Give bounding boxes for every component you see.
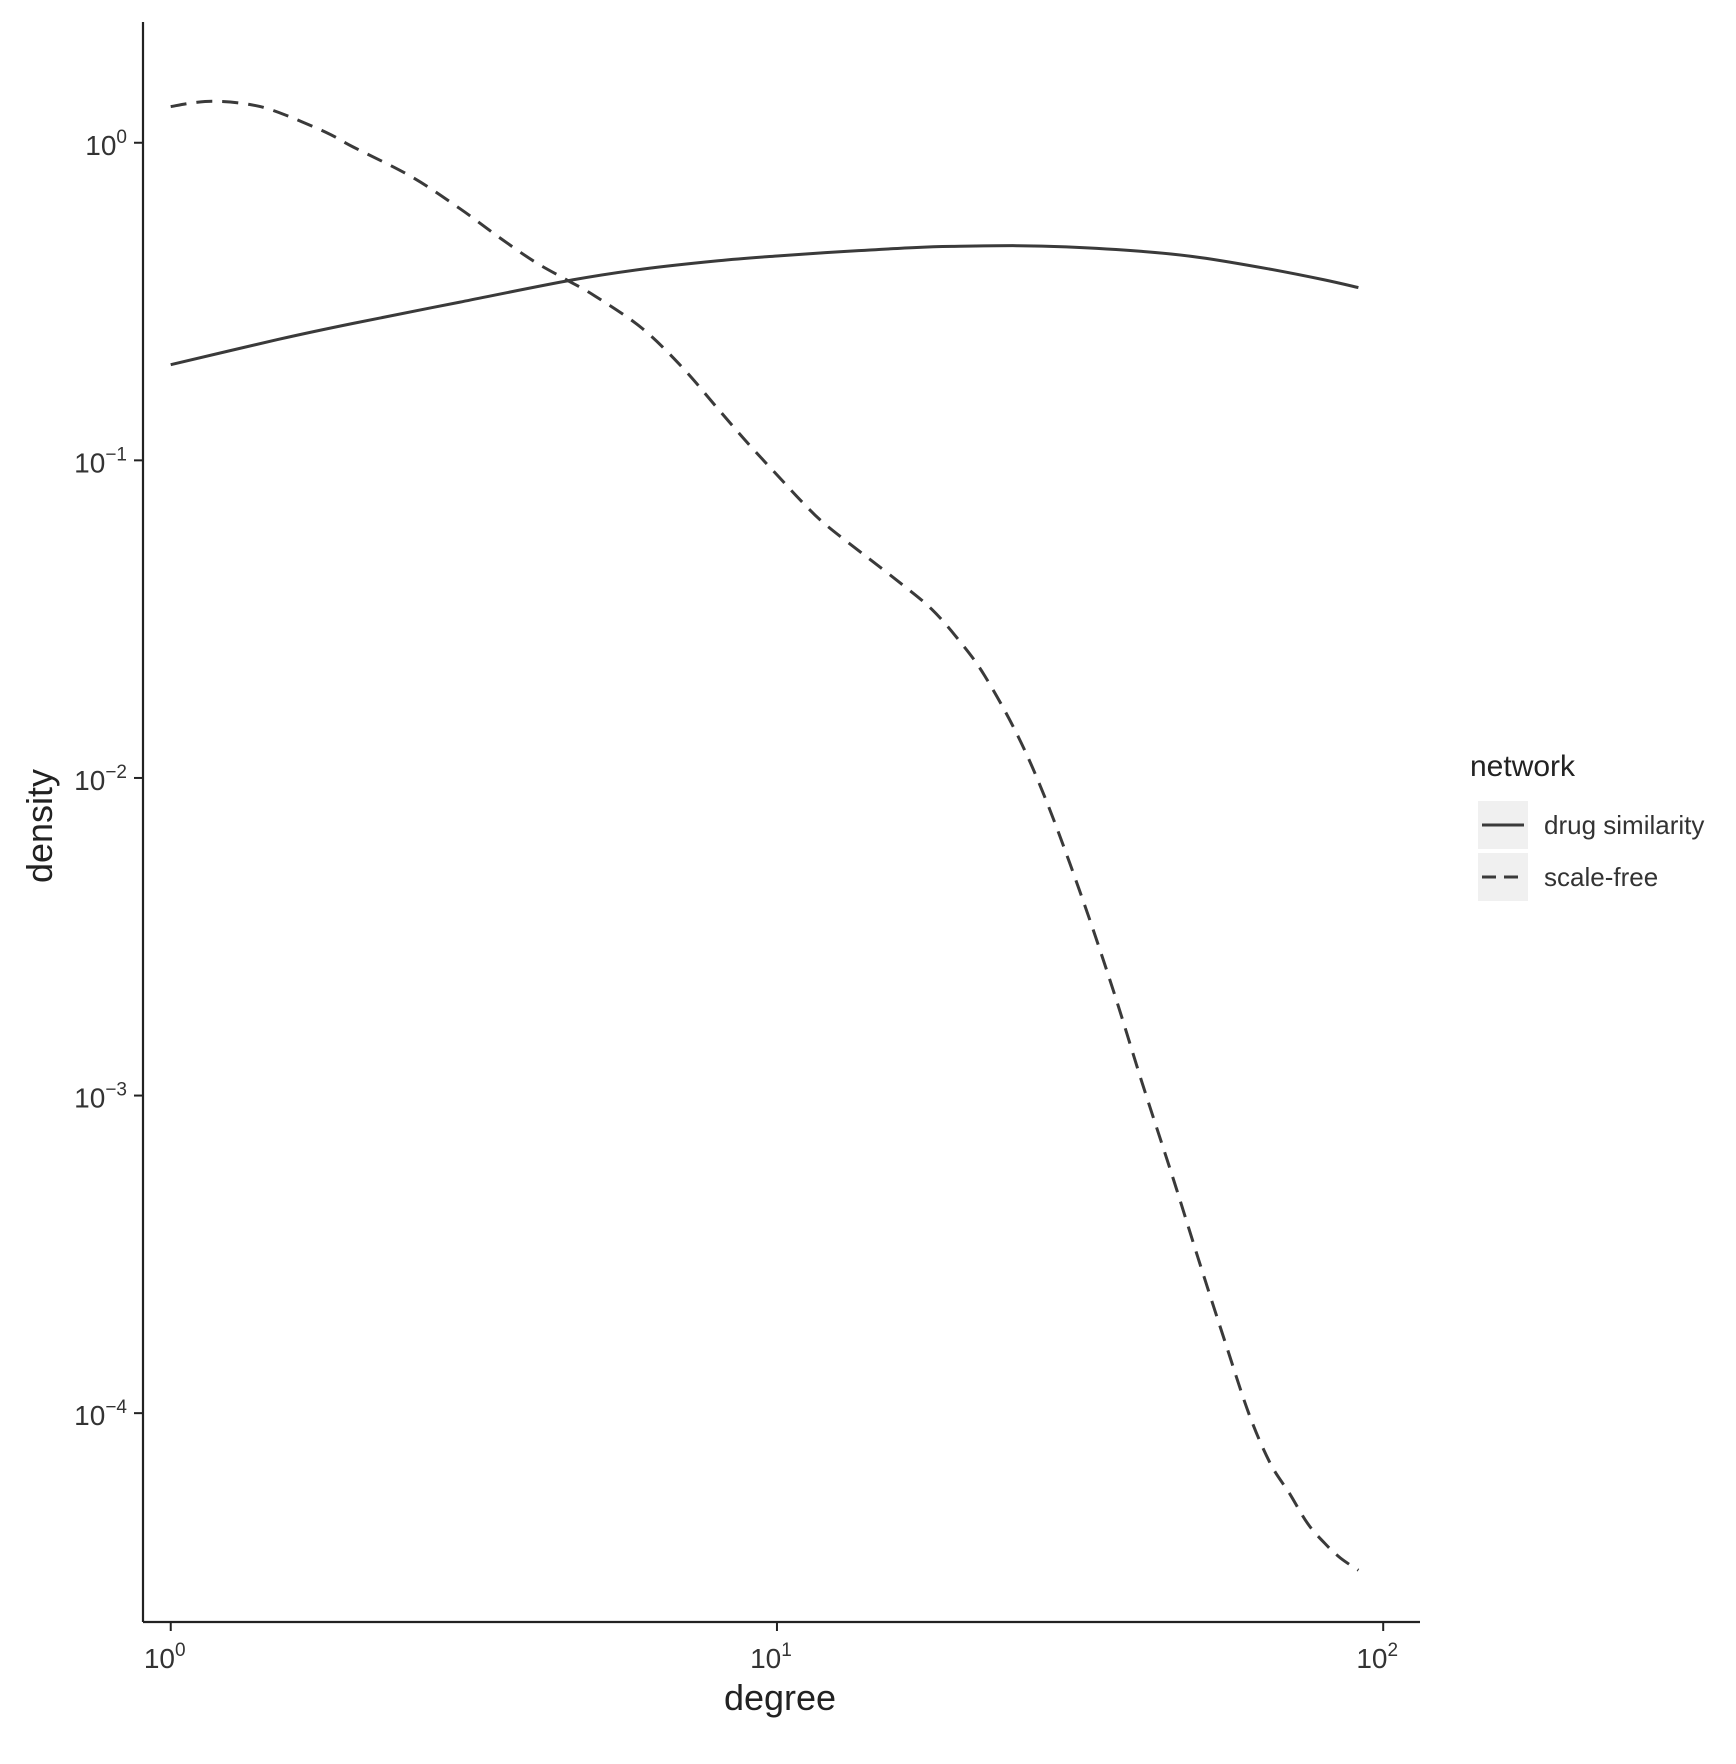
x-tick-label: 100 — [144, 1640, 186, 1674]
legend: network drug similarity scale-free — [1470, 750, 1704, 901]
series-line-scale-free — [170, 99, 1360, 1572]
x-tick-label: 101 — [750, 1640, 792, 1674]
legend-label: drug similarity — [1544, 810, 1704, 840]
y-tick-label: 10−2 — [74, 762, 127, 796]
y-tick-label: 10−4 — [74, 1397, 127, 1431]
legend-title: network — [1470, 750, 1576, 783]
y-tick-label: 100 — [85, 127, 127, 161]
y-tick-label: 10−3 — [74, 1080, 127, 1114]
x-axis-title: degree — [724, 1677, 836, 1718]
y-axis-title: density — [19, 769, 60, 883]
legend-label: scale-free — [1544, 862, 1658, 892]
plot-area — [170, 99, 1360, 1572]
axes: 100 101 102 100 10−1 10−2 10−3 10−4 — [74, 22, 1420, 1674]
y-tick-label: 10−1 — [74, 444, 127, 478]
series-line-drug-similarity — [170, 244, 1359, 367]
x-tick-label: 102 — [1356, 1640, 1398, 1674]
